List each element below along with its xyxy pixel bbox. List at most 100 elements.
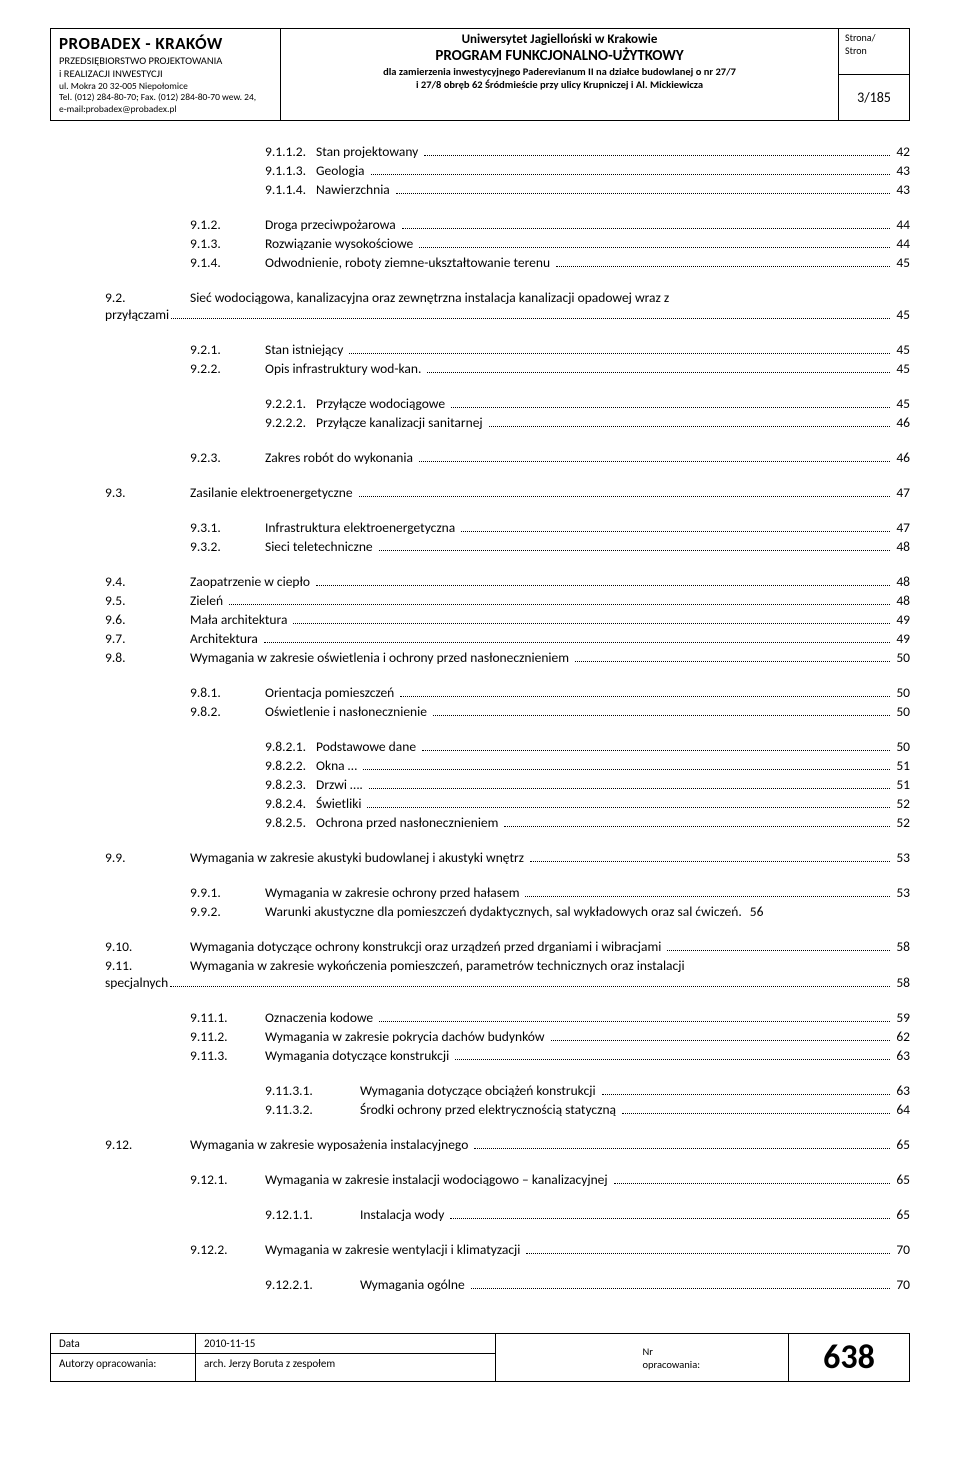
toc-title: Zaopatrzenie w ciepło (190, 573, 314, 590)
toc-title: Wymagania w zakresie akustyki budowlanej… (190, 849, 528, 866)
toc-page: 48 (892, 538, 910, 555)
toc-title: Wymagania w zakresie ochrony przed hałas… (265, 884, 523, 901)
toc-num: 9.11.2. (190, 1028, 265, 1045)
toc-leader-dots (293, 613, 890, 624)
toc-spacer (50, 833, 910, 849)
header-title: PROGRAM FUNKCJONALNO-UŻYTKOWY (287, 47, 832, 65)
toc-leader-dots (419, 237, 890, 248)
toc-num: 9.11.3.1. (265, 1082, 360, 1099)
toc-page: 50 (892, 684, 910, 701)
toc-row: 9.12.2.1.Wymagania ogólne70 (50, 1276, 910, 1293)
toc-page: 53 (892, 849, 910, 866)
toc-page: 46 (892, 414, 910, 431)
toc-title: Podstawowe dane (316, 738, 420, 755)
toc-num: 9.2.2.1. (265, 395, 316, 412)
toc-page: 59 (892, 1009, 910, 1026)
toc-page: 52 (892, 814, 910, 831)
toc-page: 47 (892, 519, 910, 536)
footer-values: 2010-11-15 arch. Jerzy Boruta z zespołem (196, 1334, 496, 1381)
toc-num: 9.2. (105, 289, 190, 306)
toc-num: 9.6. (105, 611, 190, 628)
toc-row: 9.8.2.3.Drzwi ….51 (50, 776, 910, 793)
toc-num: 9.5. (105, 592, 190, 609)
toc-title: Wymagania w zakresie pokrycia dachów bud… (265, 1028, 549, 1045)
toc-num: 9.8.2.2. (265, 757, 316, 774)
toc-num: 9.9.2. (190, 903, 265, 920)
toc-row: 9.2.2.2.Przyłącze kanalizacji sanitarnej… (50, 414, 910, 431)
toc-leader-dots (504, 816, 890, 827)
toc-num: 9.12. (105, 1136, 190, 1153)
toc-page: 65 (892, 1206, 910, 1223)
toc-title: Zieleń (190, 592, 227, 609)
header-desc2: i 27/8 obręb 62 Śródmieście przy ulicy K… (287, 78, 832, 91)
toc-page: 51 (892, 776, 910, 793)
toc-row: 9.12.Wymagania w zakresie wyposażenia in… (50, 1136, 910, 1153)
header-left: PROBADEX - KRAKÓW PRZEDSIĘBIORSTWO PROJE… (51, 29, 281, 120)
toc-leader-dots (229, 594, 890, 605)
toc-leader-dots (461, 521, 890, 532)
toc-spacer (50, 1066, 910, 1082)
toc-num: 9.8.1. (190, 684, 265, 701)
toc-num: 9.1.1.3. (265, 162, 316, 179)
toc-row: 9.11.1.Oznaczenia kodowe59 (50, 1009, 910, 1026)
toc-page: 45 (892, 360, 910, 377)
toc-num: 9.12.2.1. (265, 1276, 360, 1293)
toc-title: Droga przeciwpożarowa (265, 216, 400, 233)
toc-title: Orientacja pomieszczeń (265, 684, 398, 701)
toc-row: 9.3.1.Infrastruktura elektroenergetyczna… (50, 519, 910, 536)
toc-leader-dots (419, 451, 890, 462)
toc-row: 9.8.2.Oświetlenie i nasłonecznienie50 (50, 703, 910, 720)
toc-row: 9.9.2.Warunki akustyczne dla pomieszczeń… (50, 903, 910, 920)
toc-leader-dots (455, 1049, 890, 1060)
toc-num: 9.11.3.2. (265, 1101, 360, 1118)
toc-leader-dots (379, 540, 891, 551)
toc-title: Świetliki (316, 795, 365, 812)
toc-page: 62 (892, 1028, 910, 1045)
header-center: Uniwersytet Jagielloński w Krakowie PROG… (281, 29, 839, 120)
toc-leader-dots (379, 1011, 890, 1022)
toc-leader-dots (551, 1030, 891, 1041)
toc-leader-dots (363, 759, 890, 770)
toc-row: 9.2.3.Zakres robót do wykonania46 (50, 449, 910, 466)
company-sub2: i REALIZACJI INWESTYCJI (59, 67, 272, 80)
toc-title: Przyłącze kanalizacji sanitarnej (316, 414, 487, 431)
toc-page: 45 (892, 395, 910, 412)
toc-num: 9.12.1.1. (265, 1206, 360, 1223)
toc-page: 44 (892, 235, 910, 252)
header-inst: Uniwersytet Jagielloński w Krakowie (287, 32, 832, 47)
toc-leader-dots (602, 1084, 891, 1095)
toc-leader-dots (530, 851, 890, 862)
toc-page: 42 (892, 143, 910, 160)
toc-page: 50 (892, 703, 910, 720)
toc-title: Przyłącze wodociągowe (316, 395, 449, 412)
toc-num: 9.1.2. (190, 216, 265, 233)
toc-title: Wymagania w zakresie wentylacji i klimat… (265, 1241, 524, 1258)
toc-row: 9.10.Wymagania dotyczące ochrony konstru… (50, 938, 910, 955)
toc-page: 45 (892, 306, 910, 323)
toc-page: 47 (892, 484, 910, 501)
toc-page: 56 (746, 903, 764, 920)
toc-row: 9.1.1.2.Stan projektowany42 (50, 143, 910, 160)
toc-page: 49 (892, 611, 910, 628)
toc-title: Ochrona przed nasłonecznieniem (316, 814, 502, 831)
toc-leader-dots (371, 164, 891, 175)
toc-spacer (50, 200, 910, 216)
toc-row: 9.11.2.Wymagania w zakresie pokrycia dac… (50, 1028, 910, 1045)
toc-title: Wymagania dotyczące ochrony konstrukcji … (190, 938, 665, 955)
toc-title: 9.11.Wymagania w zakresie wykończenia po… (105, 957, 910, 991)
footer-authors-label: Autorzy opracowania: (51, 1354, 195, 1373)
toc-leader-dots (471, 1278, 891, 1289)
toc-row: 9.8.2.4.Świetliki52 (50, 795, 910, 812)
toc-num: 9.9.1. (190, 884, 265, 901)
toc-leader-dots (264, 632, 890, 643)
toc-leader-dots (451, 397, 890, 408)
toc-num: 9.12.1. (190, 1171, 265, 1188)
toc-row: 9.7.Architektura49 (50, 630, 910, 647)
toc-title: Sieci teletechniczne (265, 538, 377, 555)
toc-spacer (50, 722, 910, 738)
toc-row: 9.8.2.1.Podstawowe dane50 (50, 738, 910, 755)
toc-spacer (50, 922, 910, 938)
toc-row: 9.5.Zieleń48 (50, 592, 910, 609)
toc-page: 43 (892, 162, 910, 179)
toc-spacer (50, 433, 910, 449)
